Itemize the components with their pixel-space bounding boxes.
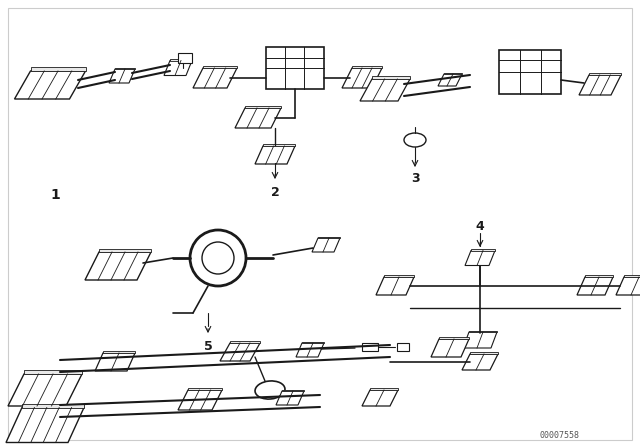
Polygon shape bbox=[362, 390, 398, 406]
Polygon shape bbox=[99, 249, 151, 252]
Text: 4: 4 bbox=[476, 220, 484, 233]
Polygon shape bbox=[318, 237, 340, 238]
Polygon shape bbox=[220, 343, 260, 361]
Polygon shape bbox=[465, 250, 495, 266]
Polygon shape bbox=[469, 331, 497, 332]
Text: 1: 1 bbox=[50, 188, 60, 202]
Ellipse shape bbox=[255, 381, 285, 399]
Polygon shape bbox=[95, 353, 135, 371]
Polygon shape bbox=[431, 339, 469, 357]
Polygon shape bbox=[245, 105, 281, 108]
Polygon shape bbox=[263, 144, 295, 146]
Polygon shape bbox=[276, 391, 304, 405]
Polygon shape bbox=[255, 146, 295, 164]
Polygon shape bbox=[164, 60, 192, 76]
Polygon shape bbox=[372, 76, 410, 79]
Polygon shape bbox=[203, 65, 237, 68]
Polygon shape bbox=[282, 389, 304, 391]
Polygon shape bbox=[360, 79, 410, 101]
Polygon shape bbox=[312, 238, 340, 252]
Polygon shape bbox=[8, 374, 82, 406]
Polygon shape bbox=[170, 59, 192, 60]
Polygon shape bbox=[585, 275, 613, 277]
Polygon shape bbox=[462, 354, 498, 370]
Bar bbox=[499, 50, 561, 94]
Ellipse shape bbox=[404, 133, 426, 147]
Polygon shape bbox=[439, 337, 469, 339]
Polygon shape bbox=[6, 408, 84, 443]
Text: 5: 5 bbox=[204, 340, 212, 353]
Polygon shape bbox=[178, 390, 222, 410]
Polygon shape bbox=[230, 340, 260, 343]
Polygon shape bbox=[470, 352, 498, 354]
Polygon shape bbox=[103, 351, 135, 353]
Polygon shape bbox=[296, 343, 324, 357]
Polygon shape bbox=[577, 277, 613, 295]
Polygon shape bbox=[302, 341, 324, 343]
Polygon shape bbox=[384, 275, 414, 277]
Polygon shape bbox=[471, 249, 495, 250]
Polygon shape bbox=[188, 388, 222, 390]
Polygon shape bbox=[370, 388, 398, 390]
Polygon shape bbox=[589, 73, 621, 75]
Polygon shape bbox=[463, 332, 497, 348]
Polygon shape bbox=[85, 252, 151, 280]
Bar bbox=[397, 343, 409, 351]
Text: 2: 2 bbox=[271, 185, 280, 198]
Text: 3: 3 bbox=[411, 172, 419, 185]
Polygon shape bbox=[109, 69, 135, 83]
Bar bbox=[178, 53, 192, 63]
Polygon shape bbox=[24, 370, 82, 374]
Polygon shape bbox=[616, 277, 640, 295]
Polygon shape bbox=[235, 108, 281, 128]
Polygon shape bbox=[193, 68, 237, 88]
Bar bbox=[266, 47, 324, 89]
Polygon shape bbox=[342, 68, 382, 88]
Polygon shape bbox=[352, 65, 382, 68]
Polygon shape bbox=[579, 75, 621, 95]
Polygon shape bbox=[376, 277, 414, 295]
Polygon shape bbox=[624, 275, 640, 277]
Polygon shape bbox=[31, 67, 86, 71]
Polygon shape bbox=[444, 73, 462, 74]
Polygon shape bbox=[115, 68, 135, 69]
Polygon shape bbox=[438, 74, 462, 86]
Polygon shape bbox=[15, 71, 86, 99]
Bar bbox=[362, 343, 378, 351]
Text: 00007558: 00007558 bbox=[540, 431, 580, 439]
Polygon shape bbox=[22, 404, 84, 408]
